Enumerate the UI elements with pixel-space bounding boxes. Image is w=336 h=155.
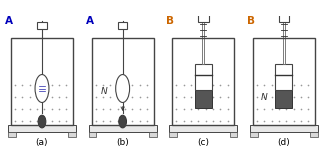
Text: (b): (b) — [116, 138, 129, 147]
Bar — [8, 125, 76, 132]
Ellipse shape — [119, 115, 127, 128]
Bar — [195, 64, 212, 90]
Text: B: B — [166, 16, 174, 26]
Bar — [68, 132, 76, 137]
Text: (a): (a) — [36, 138, 48, 147]
Bar — [169, 125, 237, 132]
Bar — [92, 38, 154, 125]
Bar — [8, 132, 16, 137]
Bar — [92, 75, 154, 125]
Bar — [202, 21, 204, 64]
Text: B: B — [247, 16, 255, 26]
Bar — [250, 125, 318, 132]
Bar — [37, 22, 47, 29]
Bar — [310, 132, 318, 137]
Bar — [89, 125, 157, 132]
Bar — [276, 90, 292, 108]
Text: N: N — [261, 93, 267, 102]
Bar — [253, 38, 315, 125]
Bar — [172, 38, 234, 125]
Bar — [279, 14, 289, 22]
Bar — [253, 75, 315, 125]
Ellipse shape — [116, 75, 130, 102]
Ellipse shape — [38, 115, 46, 128]
Bar — [89, 132, 96, 137]
Bar — [250, 132, 258, 137]
Bar — [198, 14, 209, 22]
Text: A: A — [5, 16, 13, 26]
Ellipse shape — [35, 75, 49, 102]
Text: A: A — [86, 16, 93, 26]
Text: (c): (c) — [197, 138, 209, 147]
Bar — [118, 22, 127, 29]
Bar — [253, 38, 315, 125]
Bar — [11, 75, 73, 125]
Bar — [11, 38, 73, 125]
Bar — [172, 38, 234, 125]
Text: (d): (d) — [278, 138, 290, 147]
Bar — [169, 132, 177, 137]
Bar — [172, 75, 234, 125]
Bar — [149, 132, 157, 137]
Bar — [11, 38, 73, 125]
Bar — [195, 90, 212, 108]
Bar — [276, 64, 292, 90]
Bar — [229, 132, 237, 137]
Bar — [283, 21, 285, 64]
Text: N: N — [101, 87, 108, 96]
Bar — [92, 38, 154, 125]
